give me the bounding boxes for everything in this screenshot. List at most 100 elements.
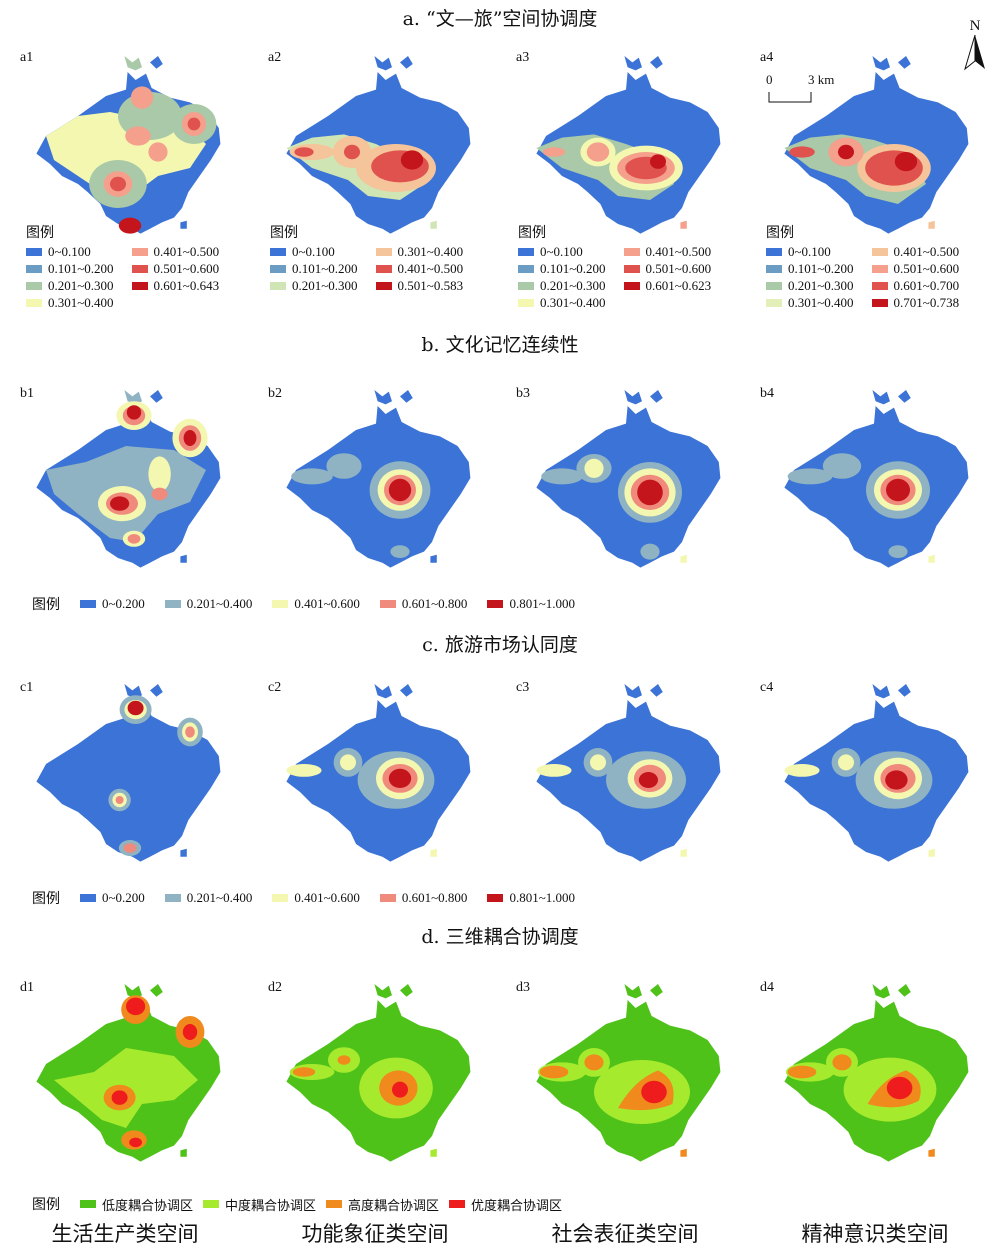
legend-item: 0~0.200: [80, 890, 145, 906]
legend-swatch: [623, 248, 640, 256]
legend-swatch: [80, 600, 96, 608]
legend-swatch: [326, 1200, 343, 1208]
legend-label: 0~0.100: [788, 244, 831, 259]
legend-swatch: [871, 282, 888, 290]
legend-item: 0.501~0.600: [623, 261, 712, 277]
section-d-title: d. 三维耦合协调度: [421, 926, 579, 948]
legend-title: 图例: [32, 1197, 60, 1213]
legend-swatch: [518, 248, 534, 256]
legend-swatch: [518, 299, 534, 307]
legend-label: 0~0.200: [102, 596, 145, 611]
legend-label: 0.801~1.000: [509, 596, 575, 611]
legend-swatch: [487, 600, 504, 608]
map-b4: [784, 390, 969, 568]
panel-label-c4: c4: [760, 680, 774, 695]
legend-title: 图例: [766, 225, 794, 241]
caption-col-3: 社会表征类空间: [551, 1222, 699, 1246]
legend-swatch: [131, 248, 148, 256]
panel-label-b1: b1: [20, 386, 34, 401]
legend-swatch: [379, 600, 396, 608]
section-b-title: b. 文化记忆连续性: [421, 334, 579, 356]
legend-item: 0.601~0.623: [623, 278, 712, 294]
legend-swatch: [766, 299, 782, 307]
north-arrow-icon: [964, 34, 985, 71]
legend-swatch: [26, 265, 42, 273]
panel-label-d3: d3: [516, 980, 530, 995]
north-label: N: [969, 18, 981, 34]
legend-swatch: [131, 282, 148, 290]
map-a1: [36, 56, 221, 234]
caption-col-2: 功能象征类空间: [301, 1222, 449, 1246]
legend-swatch: [80, 894, 96, 902]
legend-d: 图例 低度耦合协调区 中度耦合协调区 高度耦合协调区 优度耦合协调区: [32, 1194, 562, 1214]
legend-swatch: [623, 282, 640, 290]
legend-label: 优度耦合协调区: [471, 1198, 563, 1214]
legend-title: 图例: [270, 225, 298, 241]
legend-item: 0~0.100: [766, 244, 854, 260]
legend-swatch: [270, 248, 286, 256]
legend-swatch: [272, 894, 289, 902]
panel-label-b4: b4: [760, 386, 774, 401]
scale-line: [768, 92, 812, 103]
legend-label: 0.201~0.300: [48, 278, 114, 293]
legend-item: 0.201~0.300: [518, 278, 606, 294]
legend-label: 0.301~0.400: [397, 244, 464, 259]
legend-swatch: [623, 265, 640, 273]
map-b2: [286, 390, 471, 568]
map-d4: [784, 984, 969, 1162]
legend-item: 0.101~0.200: [518, 261, 606, 277]
legend-swatch: [871, 299, 888, 307]
legend-title: 图例: [518, 225, 546, 241]
legend-label: 0.401~0.600: [294, 596, 360, 611]
legend-label: 0~0.100: [540, 244, 583, 259]
scale-start: 0: [766, 72, 773, 87]
legend-title: 图例: [26, 225, 54, 241]
panel-label-c1: c1: [20, 680, 34, 695]
legend-label: 0.501~0.600: [645, 261, 712, 276]
legend-item: 0.801~1.000: [487, 596, 575, 612]
legend-label: 0.401~0.500: [645, 244, 712, 259]
legend-item: 0.601~0.800: [379, 596, 467, 612]
legend-item: 0.301~0.400: [766, 295, 854, 311]
legend-label: 0.501~0.583: [397, 278, 464, 293]
legend-item: 0.701~0.738: [871, 295, 959, 311]
caption-col-4: 精神意识类空间: [801, 1222, 949, 1246]
legend-label: 0.301~0.400: [48, 295, 114, 310]
legend-item: 0.801~1.000: [487, 890, 575, 906]
map-a3: [536, 56, 721, 234]
panel-label-c2: c2: [268, 680, 282, 695]
legend-swatch: [131, 265, 148, 273]
legend-item: 0.401~0.600: [272, 596, 360, 612]
legend-item: 高度耦合协调区: [326, 1195, 439, 1214]
legend-item: 0.201~0.400: [164, 596, 252, 612]
north-arrow: N: [963, 18, 987, 74]
legend-a3: 图例 0~0.100 0.401~0.500 0.101~0.200 0.501~0.…: [518, 222, 711, 311]
caption-col-1: 生活生产类空间: [51, 1222, 199, 1246]
map-d2: [286, 984, 471, 1162]
legend-c: 图例 0~0.200 0.201~0.400 0.401~0.600 0.601~0.…: [32, 888, 575, 908]
legend-label: 0.101~0.200: [292, 261, 358, 276]
legend-label: 0.301~0.400: [540, 295, 606, 310]
legend-label: 0.601~0.623: [645, 278, 712, 293]
map-d1: [36, 984, 221, 1162]
legend-swatch: [375, 248, 392, 256]
legend-label: 0.401~0.500: [893, 244, 960, 259]
legend-item: 0.101~0.200: [26, 261, 114, 277]
legend-swatch: [203, 1200, 220, 1208]
map-d3: [536, 984, 721, 1162]
panel-label-a1: a1: [20, 50, 34, 65]
legend-item: 优度耦合协调区: [449, 1195, 562, 1214]
legend-swatch: [871, 265, 888, 273]
panel-label-a3: a3: [516, 50, 530, 65]
legend-label: 0.201~0.300: [292, 278, 358, 293]
legend-swatch: [449, 1200, 466, 1208]
legend-item: 0.201~0.400: [164, 890, 252, 906]
legend-label: 0.101~0.200: [788, 261, 854, 276]
legend-item: 0.601~0.800: [379, 890, 467, 906]
section-a-title: a. “文—旅”空间协调度: [402, 8, 598, 30]
legend-swatch: [26, 299, 42, 307]
legend-swatch: [26, 282, 42, 290]
panel-label-d2: d2: [268, 980, 282, 995]
legend-swatch: [766, 265, 782, 273]
panel-label-b3: b3: [516, 386, 530, 401]
